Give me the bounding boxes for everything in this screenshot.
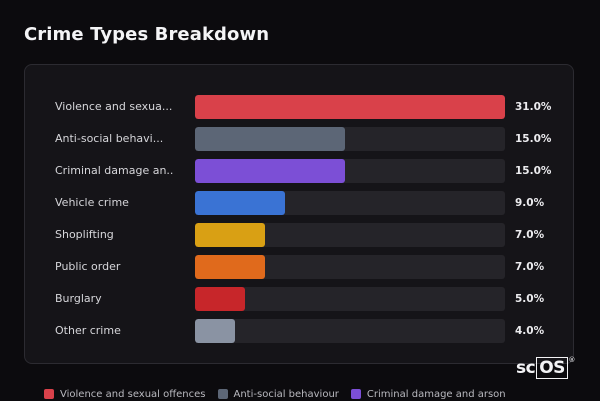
bar-value-label: 9.0%	[515, 197, 545, 209]
brand-registered-mark: ®	[568, 356, 575, 364]
bar-label: Criminal damage an...	[55, 164, 173, 177]
bar-row: Violence and sexua... 31.0%	[25, 95, 575, 119]
bar-row: Vehicle crime 9.0%	[25, 191, 575, 215]
bar	[195, 223, 265, 247]
bar-value-label: 4.0%	[515, 325, 545, 337]
bar-label: Vehicle crime	[55, 196, 129, 209]
bar	[195, 255, 265, 279]
bar-value-label: 7.0%	[515, 229, 545, 241]
bar-label: Public order	[55, 260, 121, 273]
bar-value-label: 5.0%	[515, 293, 545, 305]
bar-label: Other crime	[55, 324, 121, 337]
bar-label: Anti-social behavi...	[55, 132, 164, 145]
bar-row: Shoplifting 7.0%	[25, 223, 575, 247]
bar-value-label: 15.0%	[515, 165, 552, 177]
bar-track	[195, 127, 505, 151]
bar	[195, 127, 345, 151]
bar	[195, 95, 505, 119]
bar-label: Shoplifting	[55, 228, 114, 241]
legend-label: Violence and sexual offences	[60, 388, 206, 400]
bar	[195, 319, 235, 343]
bar-row: Anti-social behavi... 15.0%	[25, 127, 575, 151]
legend-label: Anti-social behaviour	[233, 388, 339, 400]
bar-value-label: 7.0%	[515, 261, 545, 273]
bar-label: Violence and sexua...	[55, 100, 173, 113]
brand-boxed: OS	[536, 357, 568, 379]
bar-row: Burglary 5.0%	[25, 287, 575, 311]
bar	[195, 191, 285, 215]
bar-row: Public order 7.0%	[25, 255, 575, 279]
bar-row: Other crime 4.0%	[25, 319, 575, 343]
legend: Violence and sexual offences Anti-social …	[44, 387, 506, 401]
page-title: Crime Types Breakdown	[24, 24, 270, 45]
bar-value-label: 15.0%	[515, 133, 552, 145]
bar-value-label: 31.0%	[515, 101, 552, 113]
legend-item: Violence and sexual offences	[44, 389, 206, 400]
bar-track	[195, 255, 505, 279]
bar-track	[195, 287, 505, 311]
bar-row: Criminal damage an... 15.0%	[25, 159, 575, 183]
bar	[195, 287, 245, 311]
brand-logo: sc OS ®	[516, 356, 575, 379]
bar	[195, 159, 345, 183]
bar-label: Burglary	[55, 292, 102, 305]
legend-swatch	[44, 389, 54, 399]
legend-swatch	[217, 389, 228, 399]
chart-card: Violence and sexua... 31.0% Anti-social be…	[24, 64, 574, 364]
legend-label: Criminal damage and arson	[366, 388, 506, 400]
bar-track	[195, 223, 505, 247]
legend-item: Criminal damage and arson	[350, 388, 506, 400]
legend-item: Anti-social behaviour	[217, 388, 339, 400]
brand-prefix: sc	[516, 358, 536, 378]
bar-track	[195, 95, 505, 119]
legend-swatch	[350, 389, 361, 399]
bar-track	[195, 319, 505, 343]
bar-track	[195, 191, 505, 215]
bar-track	[195, 159, 505, 183]
